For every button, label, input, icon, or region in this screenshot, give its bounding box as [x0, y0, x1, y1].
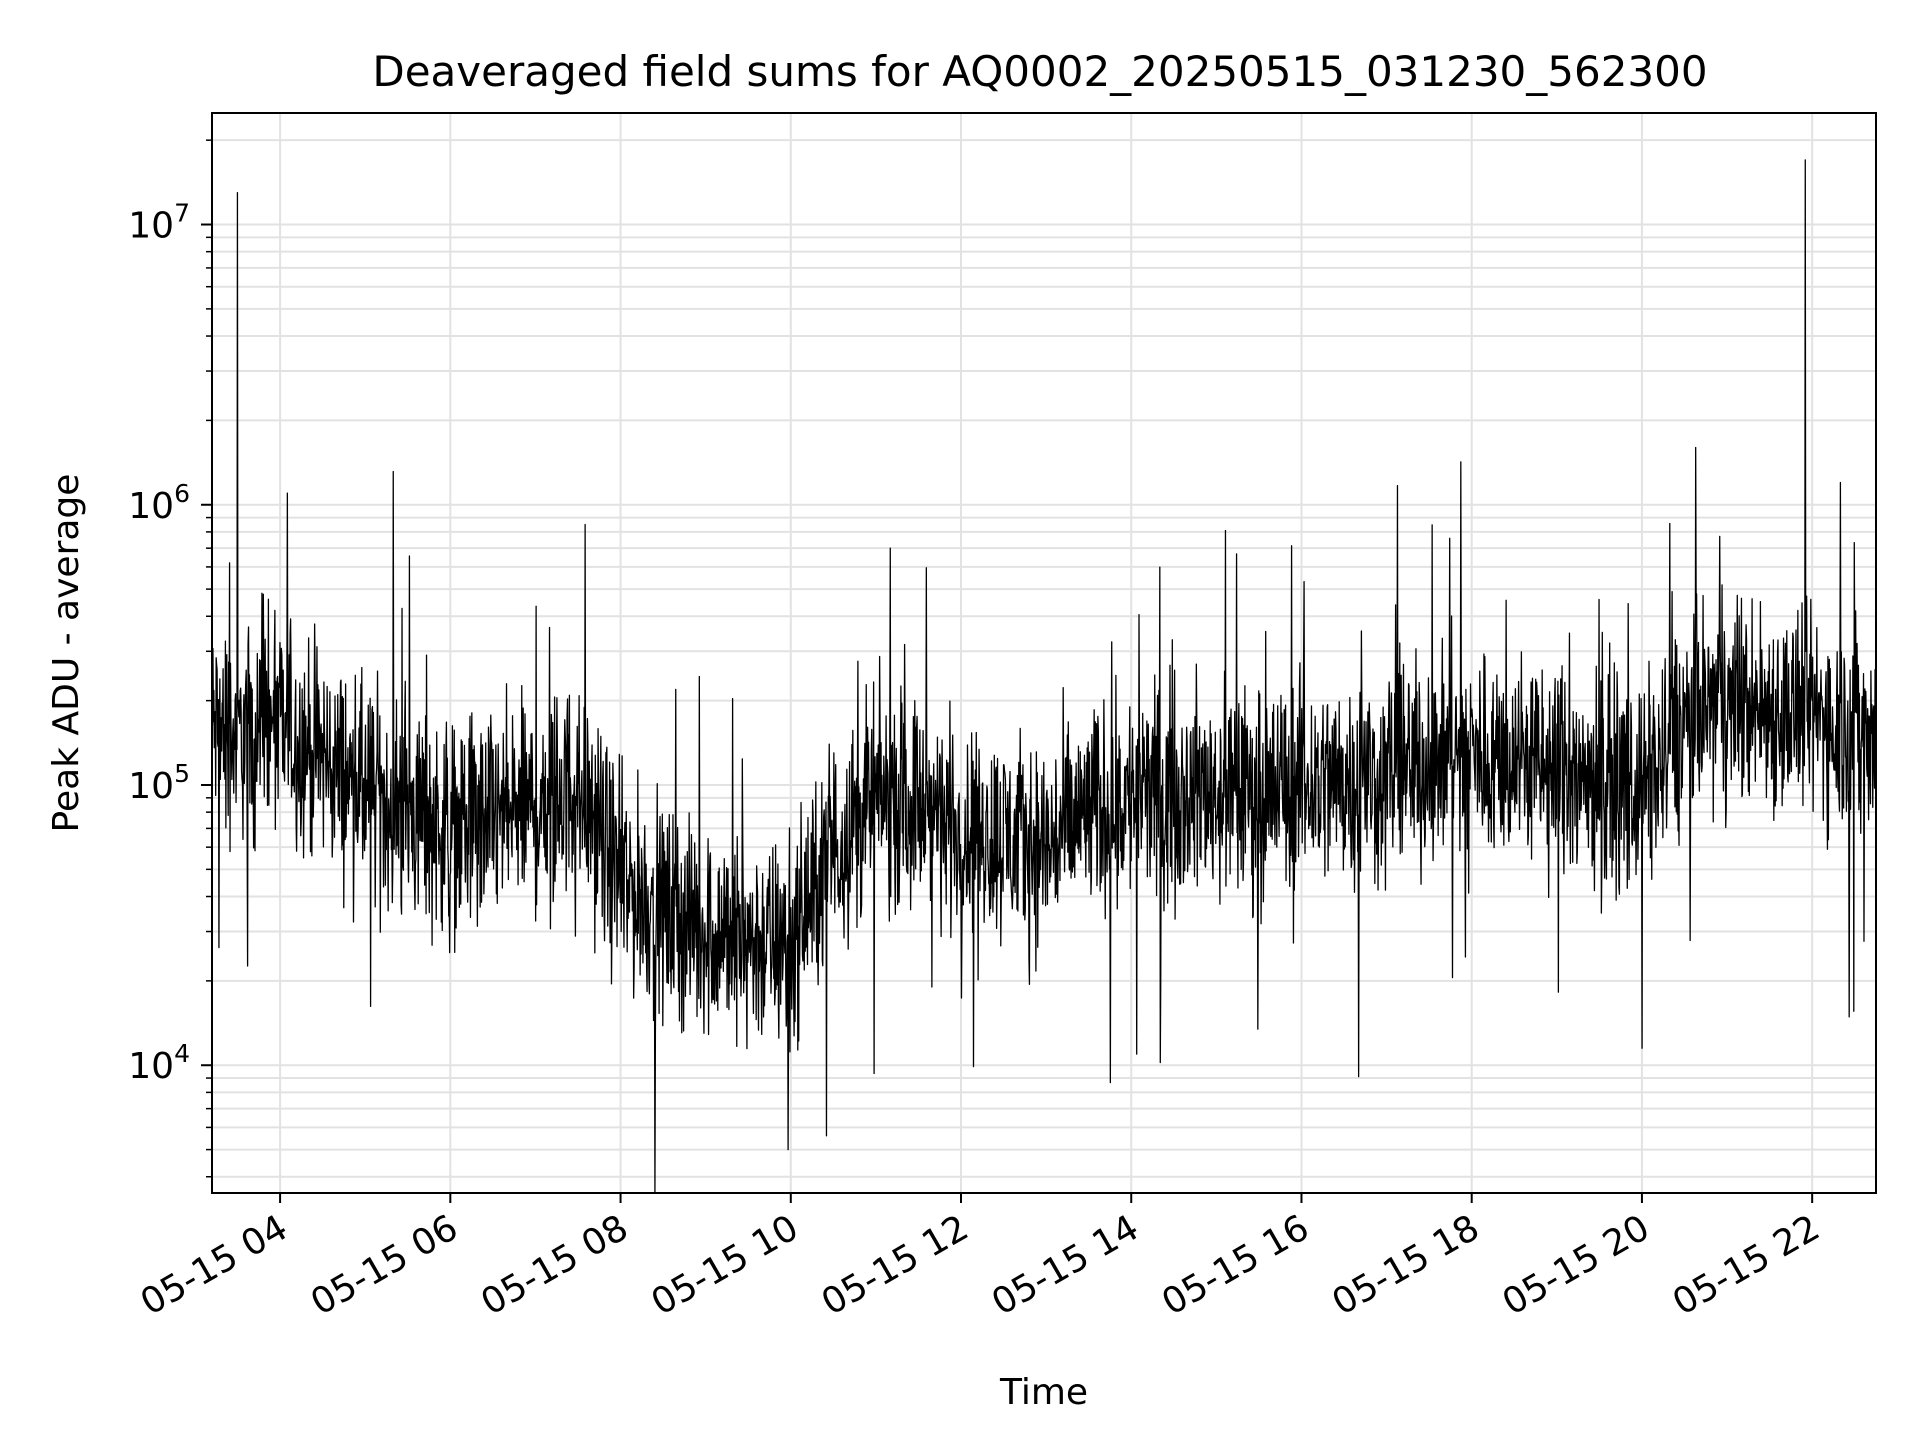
- y-axis: 104 105 106 107: [128, 139, 212, 1178]
- x-tick-label: 05-15 16: [1155, 1207, 1316, 1323]
- x-tick-label: 05-15 14: [985, 1207, 1146, 1323]
- chart-title: Deaveraged field sums for AQ0002_2025051…: [372, 47, 1707, 96]
- x-tick-label: 05-15 22: [1666, 1207, 1827, 1323]
- x-tick-label: 05-15 12: [815, 1207, 976, 1323]
- x-tick-label: 05-15 04: [134, 1207, 295, 1323]
- x-tick-label: 05-15 08: [474, 1207, 635, 1323]
- series-line: [211, 159, 1877, 1194]
- y-axis-label: Peak ADU - average: [46, 474, 87, 833]
- y-tick-label: 107: [128, 199, 190, 247]
- plot-frame: [211, 112, 1877, 1194]
- grid-lines: [212, 113, 1876, 1193]
- y-tick-label: 104: [128, 1039, 190, 1087]
- y-tick-label: 105: [128, 759, 190, 807]
- x-tick-label: 05-15 20: [1496, 1207, 1657, 1323]
- x-tick-label: 05-15 18: [1326, 1207, 1487, 1323]
- y-tick-label: 106: [128, 479, 190, 527]
- x-tick-label: 05-15 10: [645, 1207, 806, 1323]
- data-series: [211, 159, 1877, 1194]
- x-axis: 05-15 04 05-15 06 05-15 08 05-15 10 05-15 12…: [134, 1193, 1827, 1324]
- x-tick-label: 05-15 06: [304, 1207, 465, 1323]
- x-axis-label: Time: [999, 1372, 1088, 1413]
